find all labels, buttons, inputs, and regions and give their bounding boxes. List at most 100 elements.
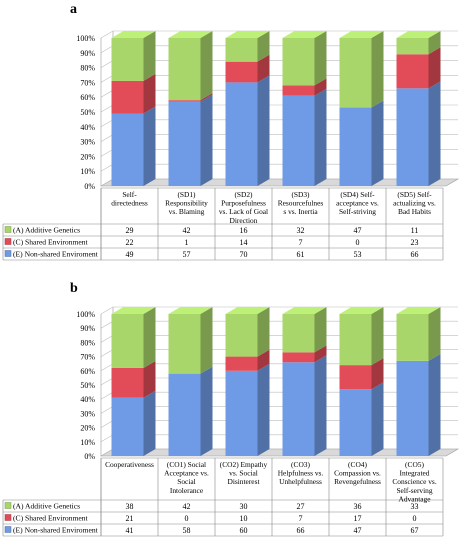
bar-segment-side	[257, 307, 270, 357]
x-category-label: Advantage	[398, 494, 431, 503]
bar-segment-side	[428, 81, 441, 186]
x-category-label: Disinterest	[227, 477, 260, 486]
table-value: 23	[411, 238, 419, 247]
table-value: 30	[240, 502, 248, 511]
bar-segment-side	[314, 345, 327, 363]
legend-swatch	[4, 226, 12, 233]
bar-segment	[111, 314, 144, 368]
x-category-label: Acceptance vs.	[164, 469, 209, 478]
y-tick-label: 10%	[80, 438, 95, 447]
bar-segment-side	[257, 363, 270, 456]
x-category-label: acceptance vs.	[336, 199, 379, 208]
table-value: 7	[299, 514, 303, 523]
y-tick-label: 100%	[76, 310, 95, 319]
x-category-label: (SD4) Self-	[340, 190, 375, 199]
bar-top	[225, 307, 270, 314]
x-category-label: s vs. Inertia	[283, 207, 318, 216]
x-category-label: (CO4)	[348, 460, 367, 469]
table-value: 67	[411, 526, 419, 535]
table-value: 29	[126, 226, 134, 235]
y-tick-label: 70%	[80, 353, 95, 362]
x-category-label: Compassion vs.	[334, 469, 381, 478]
x-category-label: (CO3)	[291, 460, 310, 469]
chart-panel-a: a 0% 10% 20% 30% 40% 50% 60% 70% 80% 90% 100% Self-d…	[2, 2, 460, 261]
chart-panel-b: b 0% 10% 20% 30% 40% 50% 60% 70% 80% 90% 100% Cooper…	[2, 281, 460, 537]
data-table: Self-directedness(SD1)Responsibilityvs. …	[2, 187, 444, 261]
y-tick-label: 80%	[80, 338, 95, 347]
bar-segment-side	[200, 93, 213, 102]
bar-segment	[225, 61, 258, 83]
x-category-label: (SD2)	[234, 190, 253, 199]
bar-segment-side	[200, 31, 213, 101]
bar-segment-side	[371, 100, 384, 186]
bar-segment-side	[200, 94, 213, 186]
table-value: 21	[126, 514, 134, 523]
x-category-label: (CO1) Social	[167, 460, 206, 469]
legend-swatch	[4, 526, 12, 533]
bar-segment-side	[200, 307, 213, 374]
bar-segment	[282, 95, 315, 186]
x-category-label: (CO5)	[405, 460, 424, 469]
table-value: 47	[354, 526, 362, 535]
bar-segment	[339, 365, 372, 390]
y-tick-label: 0%	[84, 182, 95, 191]
y-tick-label: 60%	[80, 93, 95, 102]
y-tick-label: 10%	[80, 167, 95, 176]
table-value: 16	[240, 226, 248, 235]
bar-top	[168, 307, 213, 314]
bar-segment	[282, 38, 315, 86]
x-category-label: Bad Habits	[398, 207, 431, 216]
table-value: 47	[354, 226, 362, 235]
legend-swatch	[4, 502, 12, 509]
bar-segment-side	[143, 390, 156, 456]
bar-segment	[225, 370, 258, 456]
table-value: 33	[411, 502, 419, 511]
x-category-label: (SD3)	[291, 190, 310, 199]
bar-segment	[339, 389, 372, 456]
y-tick-label: 90%	[80, 49, 95, 58]
bar-segment-side	[428, 31, 441, 55]
table-value: 22	[126, 238, 134, 247]
bar-top	[111, 307, 156, 314]
bar-segment-side	[314, 307, 327, 353]
y-tick-label: 60%	[80, 367, 95, 376]
y-tick-label: 80%	[80, 64, 95, 73]
x-category-label: Cooperativeness	[105, 460, 154, 469]
x-category-label: (SD1)	[177, 190, 196, 199]
bar-segment	[225, 82, 258, 186]
bar-segment	[168, 101, 201, 186]
bar-segment	[168, 314, 201, 374]
table-value: 0	[356, 238, 360, 247]
bar-segment	[339, 314, 372, 366]
x-category-label: Unhelpfulness	[279, 477, 322, 486]
legend-label: (C) Shared Environment	[13, 238, 89, 247]
bar-segment	[396, 360, 429, 456]
bar-segment	[111, 367, 144, 398]
legend-label: (A) Additive Genetics	[13, 502, 80, 511]
bar-segment	[396, 54, 429, 89]
bar-segment-side	[257, 75, 270, 186]
x-category-label: (CO2) Empathy	[220, 460, 268, 469]
y-tick-label: 30%	[80, 138, 95, 147]
table-value: 66	[411, 250, 419, 259]
bar-segment-side	[200, 366, 213, 456]
x-category-label: Direction	[230, 216, 258, 225]
x-category-label: vs. Lack of Goal	[219, 207, 268, 216]
bar-segment	[168, 100, 201, 102]
x-category-label: vs. Social	[229, 469, 258, 478]
table-value: 58	[183, 526, 191, 535]
bar-segment-side	[143, 31, 156, 81]
bar-segment-side	[257, 349, 270, 371]
legend-swatch	[4, 238, 12, 245]
x-category-label: Conscience vs.	[392, 477, 436, 486]
bar-segment-side	[314, 88, 327, 186]
table-value: 11	[411, 226, 419, 235]
bar-segment	[282, 352, 315, 363]
bar-top	[339, 31, 384, 38]
x-category-label: Resourcefulnes	[278, 199, 324, 208]
gridline	[100, 30, 458, 39]
bar-segment	[111, 113, 144, 186]
bar-segment-side	[143, 360, 156, 398]
bar-top	[168, 31, 213, 38]
